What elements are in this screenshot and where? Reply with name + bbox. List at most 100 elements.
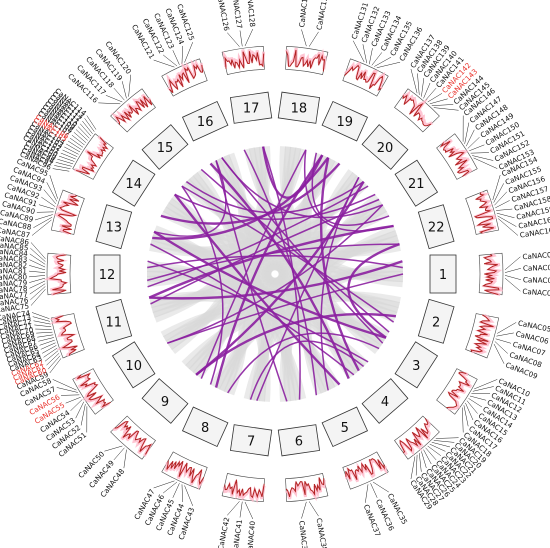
gene-label: CaNAC85	[0, 240, 29, 252]
chromosome-13: 13	[95, 204, 133, 250]
gene-tick	[29, 259, 46, 268]
density-track-chr19	[342, 58, 389, 97]
gene-tick	[42, 345, 57, 354]
gene-tick	[172, 483, 180, 498]
gene-tick	[465, 129, 475, 147]
gene-tick	[75, 401, 85, 419]
gene-tick	[153, 59, 175, 68]
gene-tick	[80, 123, 92, 137]
chromosome-box	[394, 341, 439, 389]
track-line	[345, 457, 385, 480]
gene-tick	[415, 454, 418, 476]
chromosome-box	[277, 91, 321, 124]
gene-label: CaNAC42	[216, 516, 231, 548]
chromosome-label: 21	[408, 177, 425, 192]
gene-label: CaNAC129	[297, 0, 310, 28]
chromosome-17: 17	[229, 91, 273, 124]
gene-tick	[31, 219, 52, 236]
gene-group-chr10: CaNAC51CaNAC52CaNAC53CaNAC54CaNAC55CaNAC…	[18, 376, 88, 459]
gene-tick	[495, 338, 512, 344]
chromosome-box	[417, 204, 455, 250]
chromosome-label: 3	[412, 359, 420, 374]
density-track-chr21	[436, 133, 478, 180]
density-track-chr17	[221, 45, 266, 75]
gene-tick	[70, 399, 83, 411]
gene-tick	[497, 215, 517, 227]
density-track-chr18	[285, 45, 329, 75]
density-track-chr20	[394, 88, 440, 133]
gene-tick	[421, 78, 425, 97]
gene-tick	[60, 152, 76, 160]
gene-tick	[427, 445, 441, 456]
chromosome-16: 16	[181, 100, 229, 142]
gene-tick	[468, 398, 483, 408]
gene-group-chr18: CaNAC129 CaNAC130	[297, 0, 330, 47]
gene-label: CaNAC04	[522, 287, 550, 298]
gene-tick	[52, 168, 70, 172]
gene-tick	[73, 132, 87, 143]
gene-tick	[77, 126, 90, 139]
gene-density-track	[43, 45, 504, 504]
chromosome-box	[429, 254, 457, 294]
chromosome-15: 15	[141, 124, 189, 170]
gene-tick	[172, 50, 180, 65]
gene-tick	[244, 28, 254, 47]
gene-tick	[29, 277, 46, 283]
gene-tick	[29, 253, 46, 265]
gene-tick	[61, 394, 80, 396]
link-chr14-chr19	[160, 162, 341, 225]
gene-tick	[496, 332, 514, 337]
chromosome-box	[321, 100, 369, 142]
gene-tick	[43, 189, 57, 205]
gene-tick	[494, 341, 508, 354]
chromosome-18: 18	[277, 91, 321, 124]
gene-tick	[462, 407, 464, 433]
gene-label: CaNAC01	[522, 250, 550, 261]
chromosome-label: 17	[243, 102, 260, 117]
gene-tick	[30, 289, 46, 306]
chromosome-11: 11	[95, 298, 133, 344]
track-line	[48, 254, 68, 295]
collinear-gene-links	[146, 146, 404, 402]
gene-tick	[46, 353, 60, 366]
gene-tick	[64, 146, 79, 155]
track-line	[76, 137, 109, 175]
chromosome-label: 2	[432, 315, 440, 330]
gene-group-chr4: CaNAC19CaNAC20CaNAC21CaNAC22CaNAC23CaNAC…	[408, 436, 488, 512]
chromosome-label: 11	[106, 315, 123, 330]
gene-label: CaNAC130	[314, 0, 330, 31]
gene-tick	[41, 196, 56, 207]
density-track-chr7	[221, 473, 266, 504]
link-chr14-chr21	[174, 193, 376, 220]
link-chr12-chr22	[146, 243, 400, 282]
chromosome-box	[181, 406, 229, 448]
track-frame	[436, 133, 478, 180]
gene-tick	[431, 442, 451, 448]
gene-tick	[37, 334, 54, 338]
link-chr8-chr19	[214, 154, 324, 388]
track-line	[470, 314, 494, 353]
gene-tick	[429, 443, 446, 452]
chromosome-label: 9	[161, 395, 169, 410]
gene-tick	[410, 456, 416, 480]
track-line	[54, 315, 78, 356]
chromosome-label: 18	[291, 102, 308, 117]
gene-tick	[153, 480, 175, 489]
chromosome-box	[141, 124, 189, 170]
gene-tick	[429, 98, 448, 105]
gene-tick	[239, 501, 243, 518]
track-line	[168, 63, 204, 94]
gene-tick	[84, 118, 95, 132]
gene-label: CaNAC128	[245, 0, 257, 28]
gene-tick	[227, 32, 240, 47]
chromosome-label: 1	[439, 268, 447, 283]
gene-tick	[38, 204, 55, 210]
chromosome-box	[229, 424, 273, 457]
chromosome-box	[111, 341, 156, 389]
gene-tick	[80, 404, 86, 426]
